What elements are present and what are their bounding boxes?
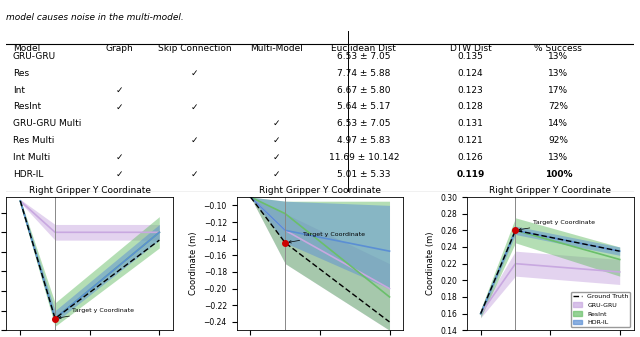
Title: Right Gripper Y Coordinate: Right Gripper Y Coordinate	[489, 186, 611, 195]
Text: 0.123: 0.123	[458, 86, 483, 95]
Text: 92%: 92%	[548, 136, 568, 145]
Text: Int: Int	[13, 86, 25, 95]
Text: Res Multi: Res Multi	[13, 136, 54, 145]
Text: 72%: 72%	[548, 102, 568, 112]
Text: Res: Res	[13, 69, 29, 78]
Text: ✓: ✓	[191, 170, 198, 179]
Text: ✓: ✓	[116, 170, 123, 179]
Text: ✓: ✓	[116, 86, 123, 95]
Text: 0.124: 0.124	[458, 69, 483, 78]
Text: % Success: % Success	[534, 44, 582, 53]
Y-axis label: Coordinate (m): Coordinate (m)	[426, 232, 435, 296]
Text: ✓: ✓	[273, 136, 280, 145]
Text: 14%: 14%	[548, 119, 568, 128]
Text: Model: Model	[13, 44, 40, 53]
Text: 13%: 13%	[548, 69, 568, 78]
Text: ✓: ✓	[116, 102, 123, 112]
Text: 0.128: 0.128	[458, 102, 483, 112]
Text: 5.64 ± 5.17: 5.64 ± 5.17	[337, 102, 390, 112]
Title: Right Gripper Y Coordinate: Right Gripper Y Coordinate	[29, 186, 151, 195]
Text: ✓: ✓	[273, 119, 280, 128]
Text: 0.131: 0.131	[458, 119, 483, 128]
Text: GRU-GRU: GRU-GRU	[13, 52, 56, 61]
Text: ✓: ✓	[273, 153, 280, 162]
Text: ✓: ✓	[273, 170, 280, 179]
Y-axis label: Coordinate (m): Coordinate (m)	[189, 232, 198, 296]
Text: 100%: 100%	[545, 170, 572, 179]
Text: 7.74 ± 5.88: 7.74 ± 5.88	[337, 69, 390, 78]
Text: 13%: 13%	[548, 153, 568, 162]
Text: HDR-IL: HDR-IL	[13, 170, 43, 179]
Text: Int Multi: Int Multi	[13, 153, 50, 162]
Text: ✓: ✓	[116, 153, 123, 162]
Text: 5.01 ± 5.33: 5.01 ± 5.33	[337, 170, 390, 179]
Text: GRU-GRU Multi: GRU-GRU Multi	[13, 119, 81, 128]
Text: 0.126: 0.126	[458, 153, 483, 162]
Text: 6.53 ± 7.05: 6.53 ± 7.05	[337, 119, 390, 128]
Text: 0.121: 0.121	[458, 136, 483, 145]
Text: ResInt: ResInt	[13, 102, 41, 112]
Text: 4.97 ± 5.83: 4.97 ± 5.83	[337, 136, 390, 145]
Text: ✓: ✓	[191, 102, 198, 112]
Text: model causes noise in the multi-model.: model causes noise in the multi-model.	[6, 13, 184, 22]
Text: 0.119: 0.119	[456, 170, 484, 179]
Text: Target y Coordinate: Target y Coordinate	[58, 308, 134, 319]
Text: Target y Coordinate: Target y Coordinate	[519, 220, 595, 231]
Text: Euclidean Dist: Euclidean Dist	[332, 44, 396, 53]
Text: 6.53 ± 7.05: 6.53 ± 7.05	[337, 52, 390, 61]
Text: Skip Connection: Skip Connection	[157, 44, 232, 53]
Text: 17%: 17%	[548, 86, 568, 95]
Text: Graph: Graph	[106, 44, 133, 53]
Text: Target y Coordinate: Target y Coordinate	[289, 232, 365, 243]
Text: DTW Dist: DTW Dist	[450, 44, 492, 53]
Text: 6.67 ± 5.80: 6.67 ± 5.80	[337, 86, 390, 95]
Text: Multi-Model: Multi-Model	[250, 44, 303, 53]
Text: 0.135: 0.135	[458, 52, 483, 61]
Text: 11.69 ± 10.142: 11.69 ± 10.142	[329, 153, 399, 162]
Title: Right Gripper Y Coordinate: Right Gripper Y Coordinate	[259, 186, 381, 195]
Text: ✓: ✓	[191, 136, 198, 145]
Text: ✓: ✓	[191, 69, 198, 78]
Legend: Ground Truth, GRU-GRU, ResInt, HDR-IL: Ground Truth, GRU-GRU, ResInt, HDR-IL	[571, 292, 630, 327]
Text: 13%: 13%	[548, 52, 568, 61]
